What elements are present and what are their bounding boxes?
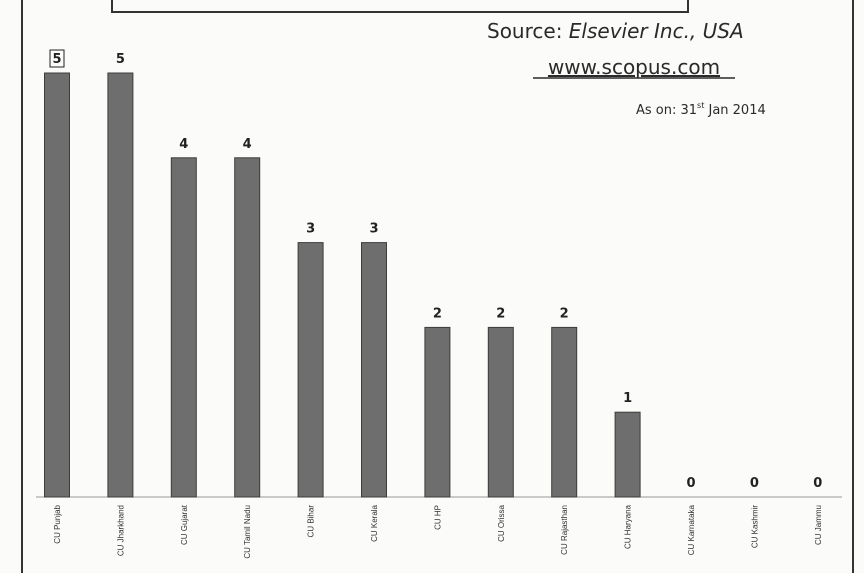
data-label-9: 1: [623, 391, 632, 406]
bar-4: [297, 242, 324, 498]
x-tick-label-12: CU Jammu: [814, 505, 823, 545]
data-label-6: 2: [433, 306, 442, 321]
date-suffix: Jan 2014: [704, 103, 765, 118]
data-label-2: 4: [179, 137, 188, 152]
source-prefix: Source:: [487, 19, 569, 43]
bar-0: [44, 72, 70, 498]
x-tick-label-1: CU Jharkhand: [116, 505, 125, 556]
x-tick-label-10: CU Karnataka: [687, 504, 696, 555]
bar-1: [107, 72, 134, 498]
bar-7: [487, 326, 514, 498]
bar-2: [170, 157, 197, 498]
data-label-11: 0: [750, 476, 759, 491]
data-label-1: 5: [116, 52, 125, 67]
data-label-3: 4: [243, 137, 252, 152]
x-tick-label-9: CU Haryana: [624, 504, 633, 549]
x-tick-label-3: CU Tamil Nadu: [243, 505, 252, 559]
data-label-12: 0: [813, 476, 822, 491]
x-tick-label-7: CU Orissa: [497, 504, 506, 541]
x-tick-label-5: CU Kerala: [370, 504, 379, 541]
data-label-8: 2: [560, 306, 569, 321]
bar-8: [551, 326, 578, 498]
data-label-4: 3: [306, 222, 315, 237]
bar-3: [234, 157, 261, 498]
data-labels-layer: 5 5 4 4 3 3 2 2 2 1 0 0 0: [49, 49, 822, 491]
x-tick-labels-layer: CU Punjab CU Jharkhand CU Gujarat CU Tamil …: [53, 504, 823, 558]
date-sup: st: [697, 101, 704, 110]
data-label-5: 3: [369, 222, 378, 237]
source-line: Source: Elsevier Inc., USA: [487, 19, 744, 43]
bar-9: [614, 411, 641, 498]
x-tick-label-2: CU Gujarat: [180, 504, 189, 545]
x-tick-label-6: CU HP: [433, 505, 442, 530]
date-prefix: As on: 31: [636, 103, 697, 118]
bar-5: [361, 242, 387, 498]
x-tick-label-4: CU Bihar: [307, 505, 316, 538]
data-label-box-0: [49, 49, 65, 68]
data-label-7: 2: [496, 306, 505, 321]
data-label-0: 5: [52, 52, 61, 67]
source-publisher: Elsevier Inc., USA: [569, 19, 744, 43]
bar-6: [424, 326, 451, 498]
x-tick-label-0: CU Punjab: [53, 504, 62, 543]
x-tick-label-11: CU Kashmir: [750, 505, 759, 548]
title-box-edge: [111, 0, 689, 13]
bars-layer: [44, 72, 641, 498]
source-url: www.scopus.com: [548, 55, 720, 79]
as-on-date: As on: 31st Jan 2014: [636, 101, 766, 118]
data-label-10: 0: [686, 476, 695, 491]
x-tick-label-8: CU Rajasthan: [560, 505, 569, 555]
